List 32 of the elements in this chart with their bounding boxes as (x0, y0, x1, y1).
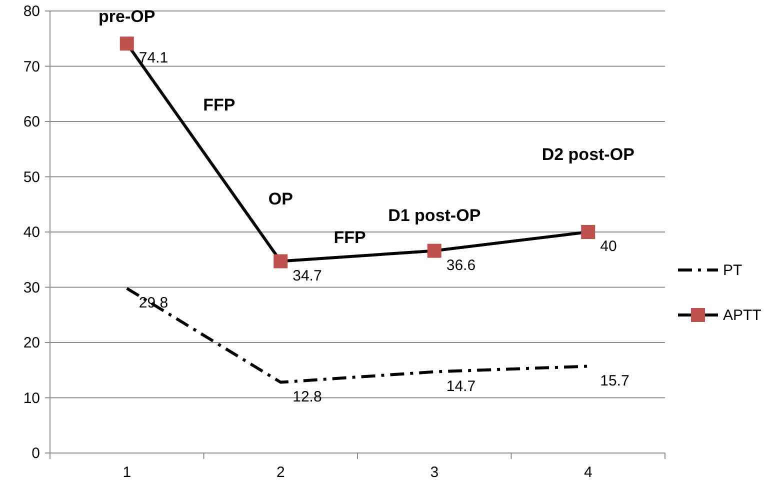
data-label: 40 (600, 238, 617, 255)
annotation: D1 post-OP (388, 206, 481, 225)
point (120, 36, 134, 51)
data-label: 74.1 (138, 50, 168, 67)
annotation: OP (268, 189, 293, 208)
y-tick-label: 30 (23, 279, 40, 296)
point (427, 244, 442, 258)
legend-label: APTT (723, 307, 762, 324)
annotation: D2 post-OP (542, 145, 634, 164)
data-label: 36.6 (446, 256, 476, 274)
data-label: 34.7 (292, 267, 322, 284)
point (274, 254, 288, 268)
annotation: pre-OP (98, 7, 156, 26)
y-tick-label: 70 (23, 58, 40, 76)
annotation: FFP (334, 228, 366, 248)
y-tick-label: 50 (23, 168, 40, 186)
y-tick-label: 0 (32, 445, 40, 462)
annotation: FFP (203, 95, 236, 114)
x-tick-label: 2 (276, 464, 285, 481)
y-tick-label: 80 (23, 3, 40, 20)
data-label: 12.8 (292, 388, 322, 406)
y-tick-label: 10 (23, 390, 40, 407)
data-label: 15.7 (600, 372, 630, 390)
x-tick-label: 4 (584, 464, 592, 481)
y-tick-label: 40 (23, 224, 40, 241)
point (581, 225, 596, 239)
y-tick-label: 20 (23, 334, 40, 352)
legend-label: PT (723, 262, 742, 279)
data-label: 14.7 (446, 378, 476, 395)
x-tick-label: 3 (430, 464, 439, 481)
y-tick-label: 60 (23, 114, 40, 130)
x-tick-label: 1 (122, 464, 132, 481)
